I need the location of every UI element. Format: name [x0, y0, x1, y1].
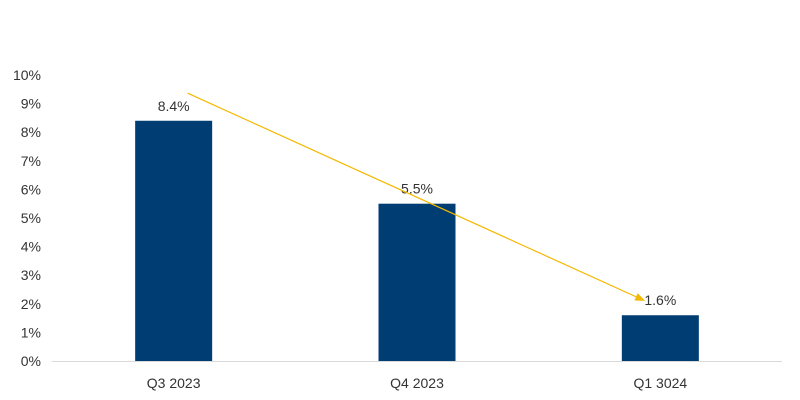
x-tick-label: Q4 2023: [390, 375, 444, 391]
y-tick-label: 7%: [21, 153, 41, 169]
y-tick-label: 3%: [21, 267, 41, 283]
x-tick-label: Q1 3024: [633, 375, 687, 391]
y-tick-label: 1%: [21, 324, 41, 340]
y-tick-label: 0%: [21, 353, 41, 369]
bar: [135, 120, 213, 361]
x-tick-label: Q3 2023: [147, 375, 201, 391]
bars: [135, 120, 699, 361]
data-labels: 8.4% 5.5% 1.6%: [158, 98, 677, 308]
y-tick-label: 6%: [21, 181, 41, 197]
trend-arrow: [187, 92, 646, 301]
y-tick-label: 2%: [21, 296, 41, 312]
bar: [378, 203, 456, 361]
data-label: 8.4%: [158, 98, 190, 114]
x-axis-labels: Q3 2023 Q4 2023 Q1 3024: [147, 375, 688, 391]
y-tick-label: 10%: [13, 67, 41, 83]
y-tick-label: 5%: [21, 210, 41, 226]
y-axis-ticks: 0% 1% 2% 3% 4% 5% 6% 7% 8% 9% 10%: [13, 67, 41, 369]
y-tick-label: 4%: [21, 239, 41, 255]
trend-arrow-group: [187, 92, 646, 301]
y-tick-label: 8%: [21, 124, 41, 140]
bar: [621, 315, 699, 361]
data-label: 5.5%: [401, 181, 433, 197]
data-label: 1.6%: [644, 292, 676, 308]
y-tick-label: 9%: [21, 96, 41, 112]
